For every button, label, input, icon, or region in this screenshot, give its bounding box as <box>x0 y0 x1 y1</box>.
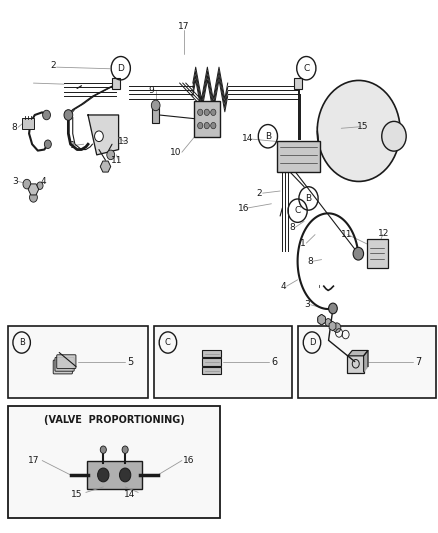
Circle shape <box>382 122 406 151</box>
Circle shape <box>44 140 51 149</box>
Text: 16: 16 <box>238 204 250 213</box>
Text: 8: 8 <box>307 257 313 265</box>
Circle shape <box>325 319 331 326</box>
Text: 1: 1 <box>300 239 306 248</box>
Text: 15: 15 <box>357 122 368 131</box>
FancyBboxPatch shape <box>87 462 142 489</box>
FancyBboxPatch shape <box>154 326 292 398</box>
Circle shape <box>120 468 131 482</box>
Circle shape <box>37 182 43 189</box>
Circle shape <box>211 123 216 129</box>
Circle shape <box>328 303 337 314</box>
Circle shape <box>100 446 106 454</box>
Text: 10: 10 <box>170 148 181 157</box>
Text: 13: 13 <box>118 137 130 146</box>
FancyBboxPatch shape <box>298 326 436 398</box>
Text: 14: 14 <box>242 134 253 143</box>
Text: 17: 17 <box>28 456 39 465</box>
Circle shape <box>211 109 216 116</box>
Text: D: D <box>117 64 124 72</box>
Circle shape <box>198 109 203 116</box>
Text: 8: 8 <box>12 123 18 132</box>
FancyBboxPatch shape <box>202 367 221 374</box>
Text: 3: 3 <box>305 300 311 309</box>
Circle shape <box>122 446 128 454</box>
Text: (VALVE  PROPORTIONING): (VALVE PROPORTIONING) <box>44 415 184 425</box>
Text: 16: 16 <box>183 456 194 465</box>
Text: 2: 2 <box>50 61 56 70</box>
Text: 2: 2 <box>257 189 262 198</box>
Text: C: C <box>294 206 301 215</box>
FancyBboxPatch shape <box>194 101 220 138</box>
Text: 17: 17 <box>178 22 190 31</box>
Circle shape <box>64 110 73 120</box>
Text: B: B <box>265 132 271 141</box>
Text: D: D <box>309 338 315 347</box>
Polygon shape <box>348 351 368 356</box>
FancyBboxPatch shape <box>8 326 148 398</box>
FancyBboxPatch shape <box>22 118 34 129</box>
Circle shape <box>318 315 325 325</box>
Text: 5: 5 <box>127 357 134 367</box>
Text: 11: 11 <box>111 156 122 165</box>
Text: 15: 15 <box>71 489 83 498</box>
Text: B: B <box>19 338 25 347</box>
FancyBboxPatch shape <box>347 355 364 373</box>
FancyBboxPatch shape <box>367 239 388 268</box>
Circle shape <box>98 468 109 482</box>
Text: 11: 11 <box>341 230 353 239</box>
FancyBboxPatch shape <box>55 358 74 371</box>
Text: C: C <box>165 338 171 347</box>
FancyBboxPatch shape <box>8 406 220 518</box>
Text: 14: 14 <box>124 489 135 498</box>
Circle shape <box>29 192 37 202</box>
Circle shape <box>23 179 31 189</box>
Text: 3: 3 <box>12 177 18 186</box>
Bar <box>112 78 120 90</box>
FancyBboxPatch shape <box>277 141 320 172</box>
Circle shape <box>204 123 209 129</box>
Circle shape <box>151 100 160 111</box>
Circle shape <box>107 150 115 160</box>
Circle shape <box>42 110 50 120</box>
Text: 6: 6 <box>272 357 278 367</box>
Text: C: C <box>303 64 310 72</box>
Polygon shape <box>88 115 119 155</box>
FancyBboxPatch shape <box>57 355 76 368</box>
Text: 1: 1 <box>70 141 76 150</box>
Circle shape <box>317 80 400 181</box>
Circle shape <box>95 131 103 142</box>
Circle shape <box>204 109 209 116</box>
Circle shape <box>198 123 203 129</box>
Text: B: B <box>305 194 311 203</box>
FancyBboxPatch shape <box>202 350 221 358</box>
FancyBboxPatch shape <box>53 360 72 374</box>
Text: 4: 4 <box>41 177 46 186</box>
Text: 8: 8 <box>289 223 295 232</box>
Polygon shape <box>364 351 368 372</box>
Text: 7: 7 <box>415 357 422 367</box>
Text: 4: 4 <box>281 281 286 290</box>
Text: 9: 9 <box>148 85 154 94</box>
Circle shape <box>30 185 37 193</box>
Bar <box>152 107 159 123</box>
Circle shape <box>333 323 341 333</box>
Circle shape <box>353 247 364 260</box>
Text: 12: 12 <box>378 229 390 238</box>
FancyBboxPatch shape <box>202 359 221 366</box>
Bar <box>294 78 302 90</box>
